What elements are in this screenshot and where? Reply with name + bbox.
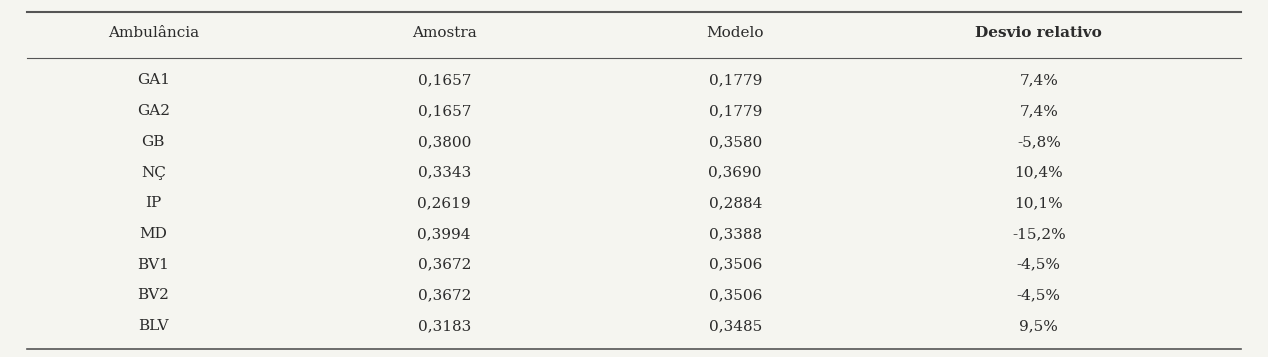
Text: Ambulância: Ambulância — [108, 26, 199, 40]
Text: 0,3343: 0,3343 — [417, 166, 470, 180]
Text: 7,4%: 7,4% — [1019, 104, 1059, 118]
Text: Amostra: Amostra — [412, 26, 477, 40]
Text: 0,1657: 0,1657 — [417, 74, 470, 87]
Text: 7,4%: 7,4% — [1019, 74, 1059, 87]
Text: -15,2%: -15,2% — [1012, 227, 1065, 241]
Text: 0,3800: 0,3800 — [417, 135, 470, 149]
Text: 0,3183: 0,3183 — [417, 319, 470, 333]
Text: IP: IP — [145, 196, 161, 210]
Text: 0,3580: 0,3580 — [709, 135, 762, 149]
Text: 0,3994: 0,3994 — [417, 227, 470, 241]
Text: -4,5%: -4,5% — [1017, 288, 1061, 302]
Text: BV1: BV1 — [137, 258, 169, 272]
Text: GB: GB — [142, 135, 165, 149]
Text: 0,3672: 0,3672 — [417, 288, 470, 302]
Text: GA1: GA1 — [137, 74, 170, 87]
Text: 10,4%: 10,4% — [1014, 166, 1064, 180]
Text: 0,3506: 0,3506 — [709, 258, 762, 272]
Text: MD: MD — [139, 227, 167, 241]
Text: 0,3485: 0,3485 — [709, 319, 762, 333]
Text: GA2: GA2 — [137, 104, 170, 118]
Text: 0,2884: 0,2884 — [709, 196, 762, 210]
Text: 0,3388: 0,3388 — [709, 227, 762, 241]
Text: BLV: BLV — [138, 319, 169, 333]
Text: 0,3690: 0,3690 — [709, 166, 762, 180]
Text: Desvio relativo: Desvio relativo — [975, 26, 1102, 40]
Text: Modelo: Modelo — [706, 26, 763, 40]
Text: -5,8%: -5,8% — [1017, 135, 1061, 149]
Text: 9,5%: 9,5% — [1019, 319, 1059, 333]
Text: -4,5%: -4,5% — [1017, 258, 1061, 272]
Text: 0,1779: 0,1779 — [709, 104, 762, 118]
Text: BV2: BV2 — [137, 288, 169, 302]
Text: 0,1657: 0,1657 — [417, 104, 470, 118]
Text: 0,2619: 0,2619 — [417, 196, 470, 210]
Text: 0,3672: 0,3672 — [417, 258, 470, 272]
Text: 0,1779: 0,1779 — [709, 74, 762, 87]
Text: 0,3506: 0,3506 — [709, 288, 762, 302]
Text: 10,1%: 10,1% — [1014, 196, 1064, 210]
Text: NÇ: NÇ — [141, 166, 166, 180]
